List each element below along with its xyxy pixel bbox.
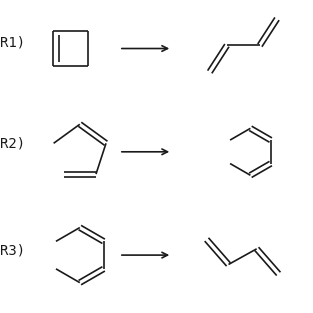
Text: R1): R1) <box>0 35 25 49</box>
Text: R2): R2) <box>0 137 25 151</box>
Text: R3): R3) <box>0 244 25 257</box>
